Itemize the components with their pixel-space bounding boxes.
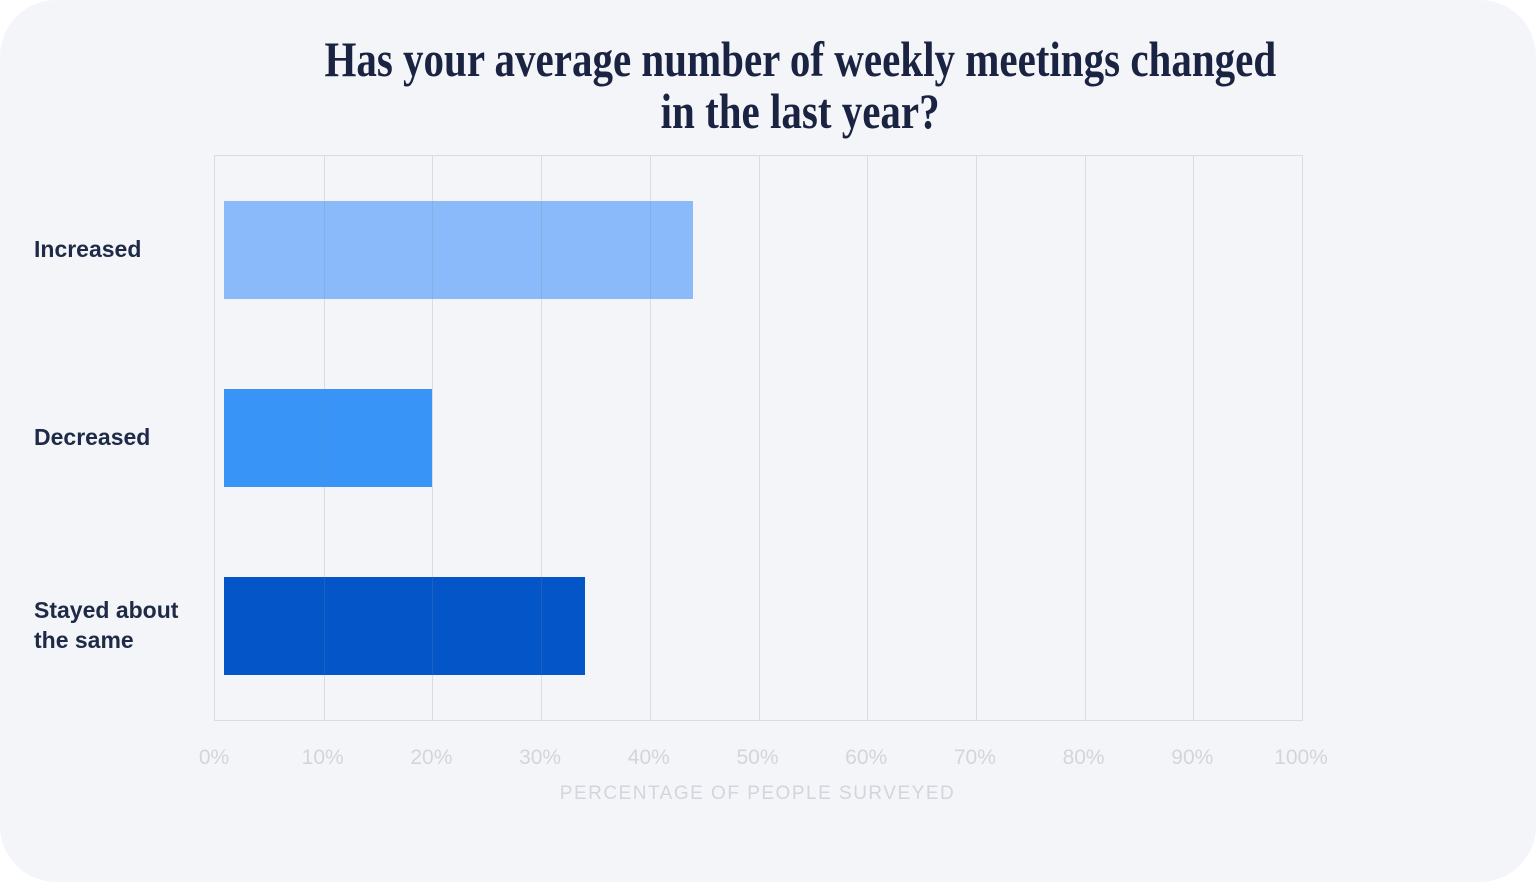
gridline xyxy=(758,156,760,720)
x-axis-ticks: 0% 10% 20% 30% 40% 50% 60% 70% 80% 90% 100% xyxy=(199,746,1328,772)
x-tick-label: 70% xyxy=(953,746,996,769)
plot-area xyxy=(214,155,1303,721)
gridline xyxy=(323,156,325,720)
gridline xyxy=(541,156,543,720)
chart-title-line-2: in the last year? xyxy=(660,83,940,139)
x-tick-label: 40% xyxy=(627,746,670,769)
x-tick-label: 50% xyxy=(736,746,779,769)
x-axis-title: PERCENTAGE OF PEOPLE SURVEYED xyxy=(559,783,956,804)
x-tick-label: 0% xyxy=(198,746,230,769)
gridline xyxy=(1084,156,1086,720)
bar-stayed-about-the-same xyxy=(224,577,585,675)
gridline xyxy=(432,156,434,720)
gridline xyxy=(975,156,977,720)
chart-title: Has your average number of weekly meetin… xyxy=(0,33,1536,137)
bar-decreased xyxy=(224,389,433,487)
x-tick-label: 30% xyxy=(519,746,562,769)
x-tick-label: 90% xyxy=(1171,746,1214,769)
category-label: Decreased xyxy=(34,424,151,450)
gridline xyxy=(867,156,869,720)
x-tick-label: 10% xyxy=(301,746,344,769)
x-tick-label: 80% xyxy=(1062,746,1105,769)
chart-title-line-1: Has your average number of weekly meetin… xyxy=(324,31,1276,87)
bar-increased xyxy=(224,201,694,299)
category-axis: Increased Decreased Stayed about the same xyxy=(34,155,214,719)
gridline xyxy=(1193,156,1195,720)
x-tick-label: 100% xyxy=(1274,746,1328,769)
category-label: Increased xyxy=(34,236,142,262)
x-tick-label: 20% xyxy=(410,746,453,769)
category-label: Stayed about the same xyxy=(34,597,179,653)
x-tick-label: 60% xyxy=(845,746,888,769)
gridline xyxy=(649,156,651,720)
